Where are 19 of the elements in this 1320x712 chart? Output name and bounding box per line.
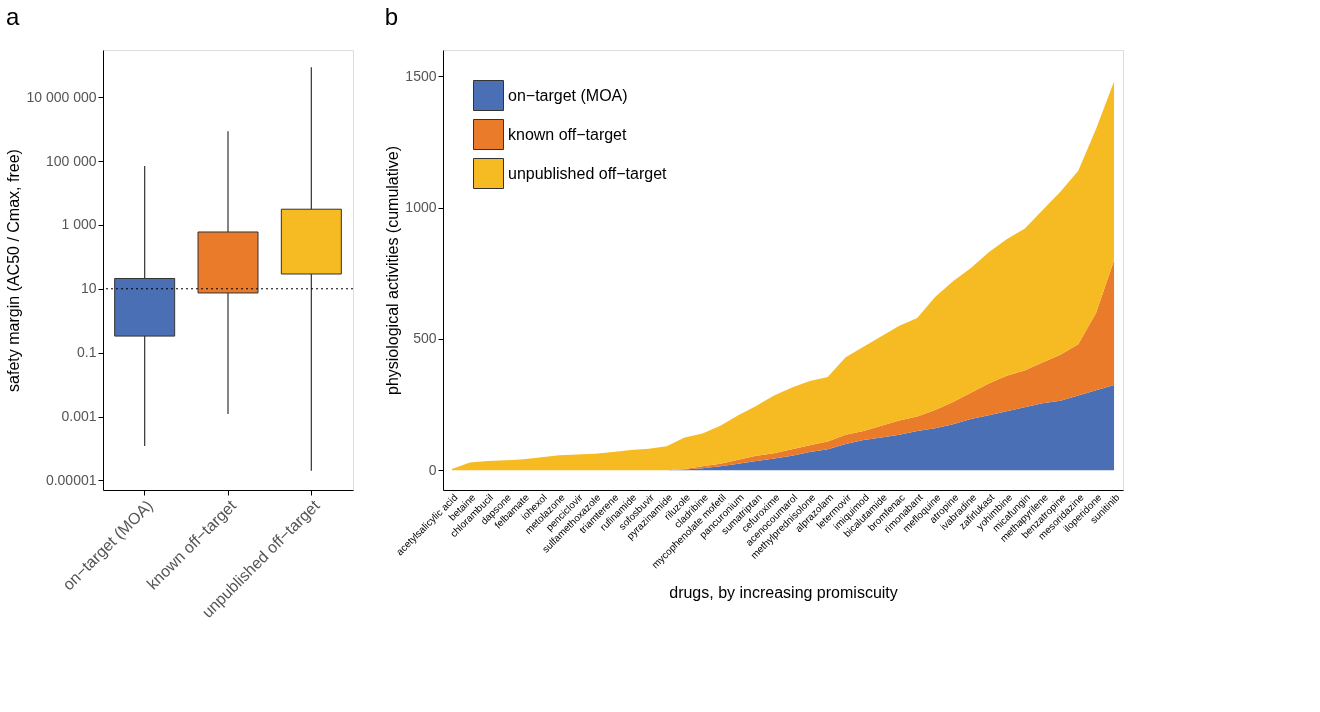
- y-tick-label: 0.1: [77, 344, 97, 361]
- y-tick-label: 0: [428, 461, 437, 478]
- y-tick-label: 10 000 000: [26, 88, 97, 105]
- y-tick-label: 0.00001: [45, 471, 97, 488]
- y-axis-title: physiological activities (cumulative): [384, 146, 402, 395]
- chart-title: b: [384, 3, 399, 30]
- y-tick-label: 100 000: [45, 152, 97, 169]
- y-tick-label: 1000: [405, 199, 437, 216]
- legend-label: unpublished off−target: [508, 164, 668, 182]
- chart-title: a: [5, 3, 20, 30]
- y-tick-label: 1 000: [61, 216, 97, 233]
- x-axis-title: drugs, by increasing promiscuity: [669, 584, 898, 602]
- y-tick-label: 10: [80, 280, 97, 297]
- y-tick-label: 0.001: [61, 408, 97, 425]
- legend-label: on−target (MOA): [508, 86, 628, 104]
- y-axis-title: safety margin (AC50 / Cmax, free): [5, 149, 23, 392]
- y-tick-label: 500: [413, 330, 437, 347]
- y-tick-label: 1500: [405, 67, 437, 84]
- legend-label: known off−target: [508, 125, 628, 143]
